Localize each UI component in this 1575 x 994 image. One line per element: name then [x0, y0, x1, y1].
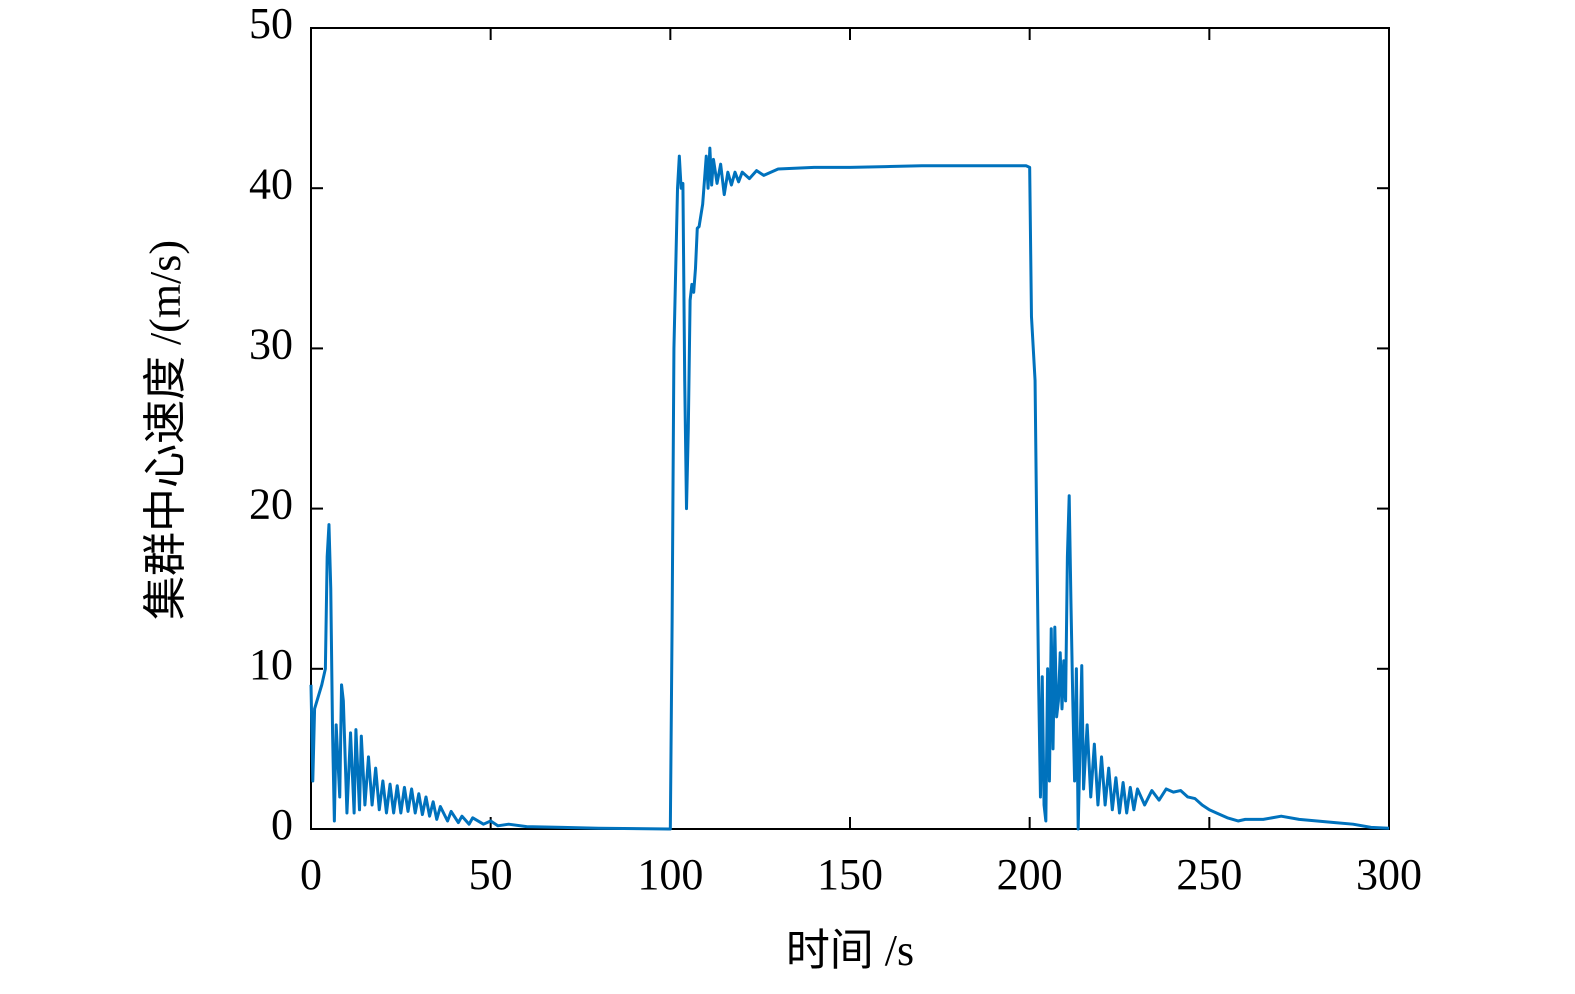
y-tick-label: 20 [249, 480, 293, 529]
y-axis-label: 集群中心速度 /(m/s) [141, 240, 190, 620]
data-line [309, 146, 1390, 831]
y-tick-label: 30 [249, 319, 293, 368]
y-tick-label: 10 [249, 640, 293, 689]
plot-frame [310, 27, 1390, 830]
y-tick-label: 0 [271, 800, 293, 849]
y-tick-label: 50 [249, 0, 293, 48]
y-tick-label: 40 [249, 159, 293, 208]
x-tick-label: 300 [1356, 850, 1422, 899]
x-axis-label: 时间 /s [786, 926, 914, 975]
x-tick-label: 250 [1176, 850, 1242, 899]
x-tick-label: 0 [300, 850, 322, 899]
x-tick-label: 200 [997, 850, 1063, 899]
x-tick-label: 150 [817, 850, 883, 899]
x-tick-label: 50 [469, 850, 513, 899]
x-tick-label: 100 [637, 850, 703, 899]
